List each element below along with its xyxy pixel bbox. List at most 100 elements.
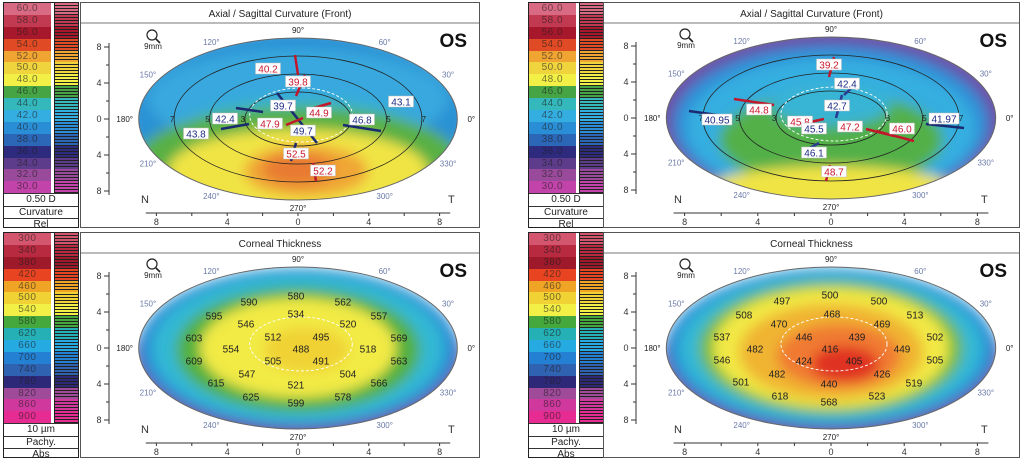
- scale-value: 38.0: [4, 133, 51, 146]
- scale-step[interactable]: 10 µm: [4, 423, 78, 435]
- thickness-color-scale[interactable]: 300 340 380 420 460 500 540 580 620 660 700 740 780 8…: [3, 232, 79, 460]
- scale-row: 660: [4, 340, 78, 352]
- scale-ticks: [578, 86, 603, 99]
- thickness-value: 416: [822, 345, 839, 356]
- scale-row: 540: [529, 304, 603, 317]
- angle-label: 240°: [203, 421, 220, 430]
- scale-value: 58.0: [4, 14, 51, 27]
- scale-type[interactable]: Pachy.: [529, 435, 603, 448]
- scale-row: 700: [529, 351, 603, 364]
- curvature-value: 39.8: [285, 75, 311, 89]
- angle-label: 120°: [733, 37, 750, 46]
- scale-ticks: [53, 292, 78, 305]
- curvature-value: 41.97: [928, 112, 960, 126]
- scale-type[interactable]: Pachy.: [4, 435, 78, 448]
- thickness-color-scale[interactable]: 300 340 380 420 460 500 540 580 620 660 700 740 780 8…: [528, 232, 604, 460]
- angle-label: 180°: [644, 344, 661, 353]
- scale-row: 32.0: [529, 169, 603, 182]
- magnifier-icon[interactable]: [679, 28, 694, 43]
- scale-row: 36.0: [4, 145, 78, 158]
- curvature-value-text: 46.8: [352, 116, 372, 127]
- scale-row: 460: [529, 280, 603, 293]
- scale-mode[interactable]: Rel: [4, 218, 78, 230]
- scale-row: 54.0: [4, 38, 78, 51]
- magnifier-icon[interactable]: [146, 258, 161, 273]
- curvature-value: 45.5: [801, 122, 827, 136]
- y-tick-label: 4: [623, 77, 628, 87]
- color-map[interactable]: [661, 268, 1001, 442]
- scale-value: 56.0: [529, 26, 576, 39]
- scale-mode[interactable]: Abs: [529, 448, 603, 460]
- scale-row: 300: [529, 233, 603, 245]
- scale-mode[interactable]: Rel: [529, 218, 603, 230]
- scale-value: 48.0: [529, 74, 576, 87]
- curvature-value: 45.8: [787, 115, 813, 129]
- magnifier-icon[interactable]: [146, 29, 161, 44]
- scale-row: 660: [529, 340, 603, 352]
- scale-ticks: [578, 145, 603, 158]
- angle-label: 0°: [467, 344, 475, 353]
- scale-ticks: [578, 244, 603, 257]
- scale-value: 46.0: [4, 86, 51, 99]
- corneal-thickness-map-right[interactable]: Corneal Thickness 500 497 500 508 468 513 470 46…: [603, 232, 1020, 458]
- scale-step[interactable]: 0.50 D: [529, 193, 603, 205]
- scale-value: 580: [4, 316, 51, 329]
- scale-value: 420: [4, 268, 51, 281]
- temporal-label: T: [448, 194, 455, 206]
- curvature-value-text: 45.8: [790, 118, 810, 129]
- curvature-value-text: 47.2: [840, 123, 860, 134]
- axial-curvature-map-left[interactable]: Axial / Sagittal Curvature (Front)335577…: [80, 2, 480, 228]
- curvature-color-scale[interactable]: 60.0 58.0 56.0 54.0 52.0 50.0 48.0 46.0 44.0 42.0…: [3, 2, 79, 230]
- scale-row: 500: [4, 292, 78, 305]
- scale-ticks: [578, 256, 603, 269]
- map-title: Corneal Thickness: [770, 239, 853, 250]
- scale-row: 52.0: [529, 50, 603, 63]
- color-map[interactable]: [133, 268, 463, 442]
- curvature-value: 49.7: [290, 124, 316, 138]
- y-tick-label: 4: [623, 149, 628, 159]
- angle-label: 60°: [914, 37, 926, 46]
- thickness-value: 491: [313, 357, 330, 368]
- curvature-value: 42.7: [824, 99, 850, 113]
- angle-label: 210°: [140, 389, 157, 398]
- axial-curvature-map-right[interactable]: Axial / Sagittal Curvature (Front) 3 3 5 5 7 7…: [603, 2, 1020, 228]
- angle-label: 90°: [292, 255, 304, 264]
- y-tick-label: 8: [96, 186, 101, 196]
- scale-value: 40.0: [4, 121, 51, 134]
- scale-value: 900: [529, 411, 576, 424]
- scale-ticks: [53, 411, 78, 424]
- ring-label: 5: [735, 114, 740, 123]
- thickness-value: 599: [288, 399, 305, 410]
- thickness-value: 580: [288, 292, 305, 303]
- curvature-value-text: 52.2: [313, 167, 333, 178]
- curvature-color-scale[interactable]: 60.0 58.0 56.0 54.0 52.0 50.0 48.0 46.0 44.0 42.0…: [528, 2, 604, 230]
- scale-mode[interactable]: Abs: [4, 448, 78, 460]
- scale-value: 32.0: [529, 169, 576, 182]
- thickness-value: 554: [223, 345, 240, 356]
- scale-step[interactable]: 10 µm: [529, 423, 603, 435]
- scale-value: 420: [529, 268, 576, 281]
- thickness-value: 439: [849, 333, 866, 344]
- curvature-value-text: 39.8: [288, 78, 308, 89]
- color-map[interactable]: [656, 28, 1006, 210]
- corneal-thickness-map-left[interactable]: Corneal Thickness 580 590 562 595 534 557 546 52…: [80, 232, 480, 458]
- scale-row: 820: [529, 387, 603, 400]
- scale-type[interactable]: Curvature: [529, 205, 603, 218]
- scale-step[interactable]: 0.50 D: [4, 193, 78, 205]
- temporal-label: T: [981, 194, 988, 206]
- scale-value: 300: [529, 233, 576, 245]
- thickness-value: 504: [340, 370, 357, 381]
- magnifier-icon[interactable]: [679, 258, 694, 273]
- scale-value: 30.0: [4, 181, 51, 194]
- x-tick-label: 8: [975, 447, 980, 457]
- ring-label: 7: [422, 115, 427, 124]
- scale-row: 46.0: [4, 86, 78, 99]
- scale-type[interactable]: Curvature: [4, 205, 78, 218]
- x-tick-label: 8: [154, 447, 159, 457]
- scale-ticks: [53, 316, 78, 329]
- nasal-label: N: [141, 424, 149, 436]
- curvature-value: 40.95: [701, 113, 733, 127]
- curvature-value: 46.8: [349, 113, 375, 127]
- scale-row: 46.0: [529, 86, 603, 99]
- curvature-value: 43.8: [183, 127, 209, 141]
